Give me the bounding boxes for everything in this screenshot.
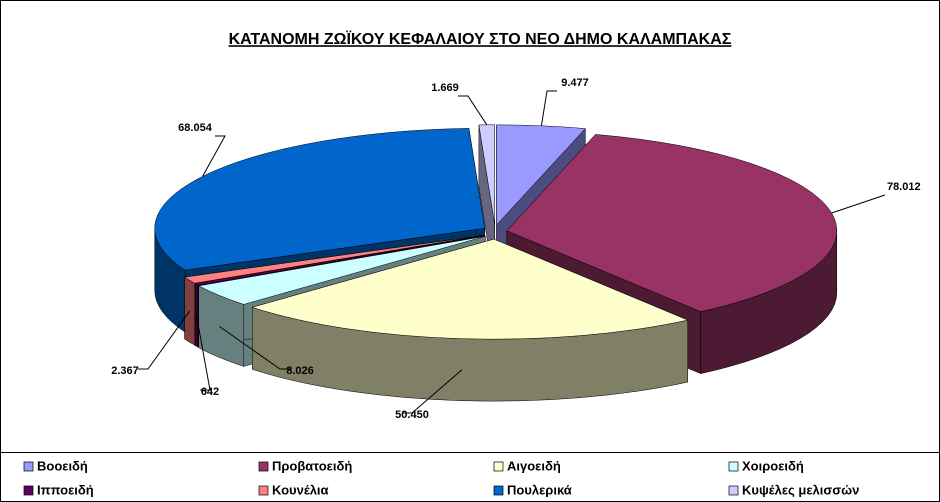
legend-swatch [258,485,269,496]
slice [197,236,486,305]
legend-swatch [728,485,739,496]
legend-swatch [728,461,739,472]
data-label: 2.367 [111,365,139,377]
leader-line [831,194,886,214]
legend-label: Αιγοειδή [507,458,561,473]
leader-line [219,326,290,370]
slice [251,238,689,340]
legend-label: Χοιροειδή [742,458,804,473]
slice [506,134,838,312]
slice-wall [184,276,195,346]
slice-group [251,238,689,402]
legend-swatch [23,485,34,496]
leader-line [402,369,463,414]
legend-label: Ιπποειδή [37,482,94,497]
slice [194,235,485,286]
data-label: 8.026 [286,365,314,377]
data-label: 9.477 [561,77,589,89]
legend-swatch [493,461,504,472]
legend-label: Πουλερικά [507,482,572,497]
legend-label: Βοοειδή [37,458,88,473]
legend-swatch [493,485,504,496]
data-label: 78.012 [887,181,921,193]
leader-line [458,95,488,126]
leader-line [202,135,226,177]
legend-label: Προβατοειδή [272,458,352,473]
leader-line [195,315,211,391]
legend-label: Κυψέλες μελισσών [742,482,859,497]
data-label: 50.450 [395,409,429,421]
leader-line [540,90,557,126]
data-label: 1.669 [431,82,459,94]
data-label: 642 [201,386,219,398]
data-label: 68.054 [178,122,213,134]
legend-swatch [258,461,269,472]
legend-box [0,452,940,502]
chart-title: ΚΑΤΑΝΟΜΗ ΖΩΪΚΟΥ ΚΕΦΑΛΑΙΟΥ ΣΤΟ ΝΕΟ ΔΗΜΟ Κ… [229,30,732,48]
leader-line [138,310,190,370]
legend-label: Κουνέλια [272,482,329,497]
legend-swatch [23,461,34,472]
